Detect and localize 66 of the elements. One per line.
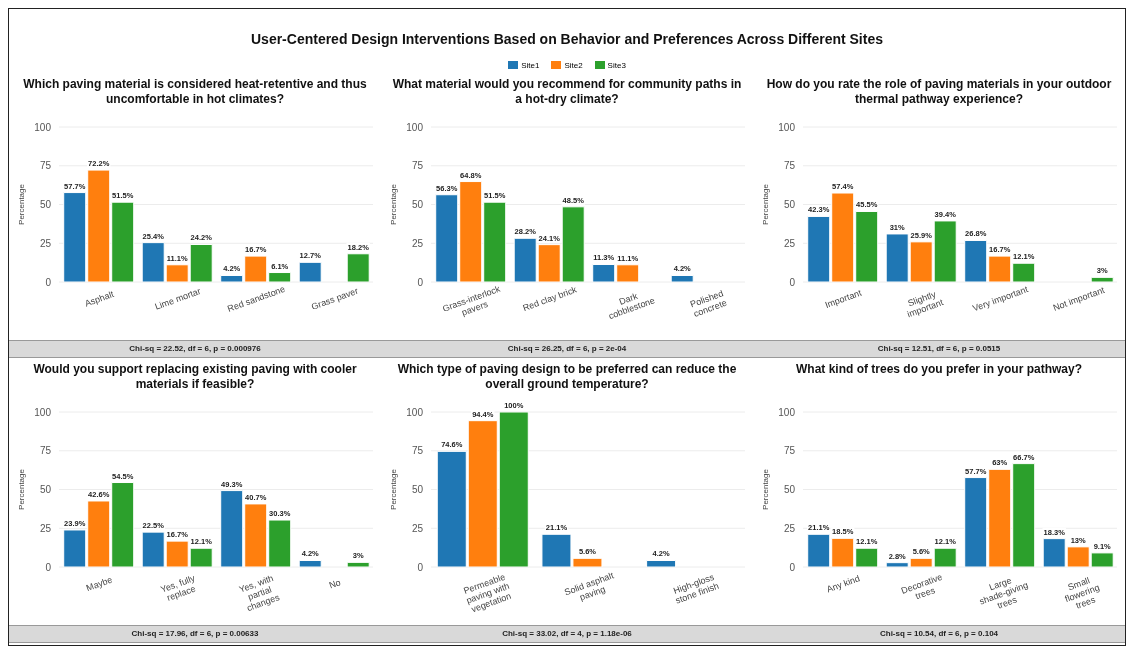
- y-tick-label: 100: [778, 121, 796, 133]
- y-tick-label: 75: [39, 445, 52, 457]
- x-tick-label: Solid asphalt paving: [563, 570, 616, 603]
- bar: [298, 261, 322, 282]
- y-tick-label: 100: [406, 406, 424, 418]
- y-tick-label: 0: [45, 276, 52, 288]
- y-axis-title: Percentage: [16, 468, 26, 510]
- legend-label: Site1: [520, 60, 540, 70]
- bar: [646, 559, 677, 567]
- y-tick-label: 0: [789, 276, 796, 288]
- y-tick-label: 0: [417, 561, 424, 573]
- y-tick-label: 50: [39, 199, 52, 211]
- x-tick-label: Red clay brick: [521, 284, 579, 314]
- y-axis-title: Percentage: [760, 468, 770, 510]
- chart-title: How do you rate the role of paving materials in your outdoor thermal pathway experience?: [765, 76, 1113, 108]
- x-tick-label: No: [327, 577, 342, 591]
- y-tick-label: 50: [411, 484, 424, 496]
- bar: [346, 561, 370, 567]
- y-axis-title: Percentage: [16, 183, 26, 225]
- x-tick-label: Lime mortar: [153, 285, 203, 312]
- text: Chi-sq = 17.96, df = 6, p = 0.00633: [9, 625, 381, 643]
- text: Chi-sq = 22.52, df = 6, p = 0.000976: [9, 340, 381, 358]
- legend-label: Site3: [606, 60, 626, 70]
- y-tick-label: 100: [34, 406, 52, 418]
- y-tick-label: 0: [789, 561, 796, 573]
- legend-label: Site2: [563, 60, 583, 70]
- bar: [670, 274, 694, 282]
- y-tick-label: 25: [783, 237, 796, 249]
- x-tick-label: Any kind: [825, 573, 862, 595]
- y-tick-label: 25: [411, 522, 424, 534]
- chart-title: What material would you recommend for community paths in a hot-dry climate?: [391, 76, 743, 108]
- y-tick-label: 25: [783, 522, 796, 534]
- y-tick-label: 75: [411, 445, 424, 457]
- y-tick-label: 50: [411, 199, 424, 211]
- x-tick-label: Maybe: [84, 574, 114, 594]
- text: Chi-sq = 33.02, df = 4, p = 1.18e-06: [381, 625, 753, 643]
- y-tick-label: 100: [406, 121, 424, 133]
- y-tick-label: 75: [783, 160, 796, 172]
- text: User-Centered Design Interventions Based on Behavior and Preferences Across Different Sites: [250, 30, 884, 49]
- y-tick-label: 50: [783, 199, 796, 211]
- y-tick-label: 25: [39, 522, 52, 534]
- text: Chi-sq = 10.54, df = 6, p = 0.104: [753, 625, 1125, 643]
- x-tick-label: Grass paver: [310, 285, 360, 312]
- y-tick-label: 0: [45, 561, 52, 573]
- bar: [298, 559, 322, 567]
- y-axis-title: Percentage: [388, 183, 398, 225]
- y-tick-label: 75: [411, 160, 424, 172]
- y-tick-label: 100: [778, 406, 796, 418]
- x-tick-label: Yes, fully replace: [159, 572, 197, 603]
- chart-title: Would you support replacing existing paving with cooler materials if feasible?: [32, 361, 358, 393]
- y-tick-label: 50: [39, 484, 52, 496]
- y-tick-label: 100: [34, 121, 52, 133]
- text: Chi-sq = 26.25, df = 6, p = 2e-04: [381, 340, 753, 358]
- y-tick-label: 75: [39, 160, 52, 172]
- y-axis-title: Percentage: [760, 183, 770, 225]
- y-axis-title: Percentage: [388, 468, 398, 510]
- y-tick-label: 25: [411, 237, 424, 249]
- y-tick-label: 0: [417, 276, 424, 288]
- chart-title: What kind of trees do you prefer in your pathway?: [795, 361, 1083, 378]
- chart-title: Which type of paving design to be preferred can reduce the overall ground temperature?: [396, 361, 738, 393]
- text: Chi-sq = 12.51, df = 6, p = 0.0515: [753, 340, 1125, 358]
- y-tick-label: 50: [783, 484, 796, 496]
- bar: [1090, 276, 1114, 282]
- y-tick-label: 75: [783, 445, 796, 457]
- chart-title: Which paving material is considered heat-retentive and thus uncomfortable in hot climates?: [22, 76, 368, 108]
- y-tick-label: 25: [39, 237, 52, 249]
